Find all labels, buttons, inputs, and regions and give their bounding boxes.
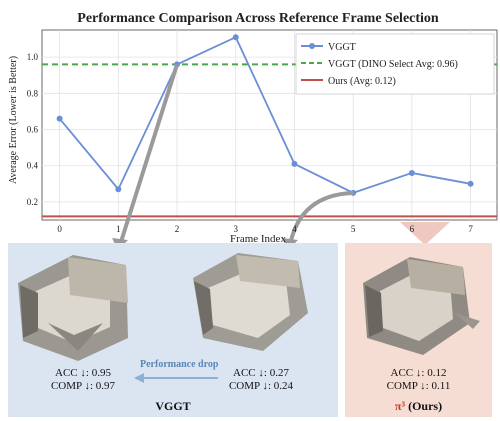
y-tick-label: 0.4 [27, 161, 39, 171]
x-axis-label: Frame Index [230, 233, 286, 245]
ours-panel-label: π³ (Ours) [345, 399, 492, 414]
recon3-comp: COMP ↓: 0.11 [386, 380, 451, 392]
pi3-symbol: π³ [394, 399, 406, 413]
x-tick-label: 0 [57, 224, 62, 234]
recon1-comp: COMP ↓: 0.97 [50, 380, 116, 392]
legend-ours: Ours (Avg: 0.12) [328, 76, 396, 87]
pointer-arrow-1 [118, 63, 179, 245]
data-point [56, 115, 63, 122]
vggt-reconstructions [18, 253, 308, 383]
series-line [58, 36, 471, 194]
x-tick-label: 1 [116, 224, 121, 234]
y-tick-label: 0.2 [27, 197, 38, 207]
vggt-panel-label: VGGT [155, 399, 191, 413]
legend: VGGT VGGT (DINO Select Avg: 0.96) Ours (… [295, 33, 495, 95]
y-tick-label: 0.8 [27, 88, 39, 98]
y-axis-label: Average Error (Lower is Better) [8, 56, 19, 184]
ours-reconstruction [363, 257, 480, 355]
data-point [291, 160, 298, 167]
pointer-arrow-2 [288, 190, 354, 245]
performance-drop-arrow [134, 373, 218, 383]
legend-vggt: VGGT [328, 42, 356, 53]
vggt-panel: Performance drop ACC ↓: 0.95 COMP ↓: 0.9… [8, 243, 338, 417]
ours-pointer-arrow [400, 222, 450, 245]
y-tick-label: 0.6 [27, 125, 39, 135]
data-point [467, 180, 474, 187]
ours-text: (Ours) [408, 399, 443, 413]
y-tick-label: 1.0 [27, 52, 39, 62]
recon3-acc: ACC ↓: 0.12 [390, 367, 447, 379]
reconstruction-image-3 [363, 257, 480, 355]
line-chart: Performance Comparison Across Reference … [8, 11, 498, 245]
x-tick-label: 5 [351, 224, 356, 234]
recon2-comp: COMP ↓: 0.24 [228, 380, 294, 392]
reconstruction-image-2 [193, 253, 308, 351]
recon1-acc: ACC ↓: 0.95 [55, 367, 111, 379]
data-point [232, 34, 239, 41]
x-tick-label: 3 [233, 224, 238, 234]
reconstruction-image-1 [18, 255, 128, 361]
x-tick-label: 4 [292, 224, 297, 234]
x-tick-label: 6 [410, 224, 415, 234]
x-tick-label: 2 [175, 224, 180, 234]
x-tick-label: 7 [468, 224, 473, 234]
performance-drop-label: Performance drop [140, 359, 219, 370]
data-point [115, 186, 122, 193]
legend-dino: VGGT (DINO Select Avg: 0.96) [328, 59, 458, 70]
ours-panel: ACC ↓: 0.12 COMP ↓: 0.11 π³ (Ours) [345, 243, 492, 417]
axes: 0.2 0.4 0.6 0.8 1.0 0 1 2 3 4 5 6 7 [27, 52, 474, 234]
recon2-acc: ACC ↓: 0.27 [233, 367, 289, 379]
data-point [408, 169, 415, 176]
chart-title: Performance Comparison Across Reference … [77, 11, 439, 26]
